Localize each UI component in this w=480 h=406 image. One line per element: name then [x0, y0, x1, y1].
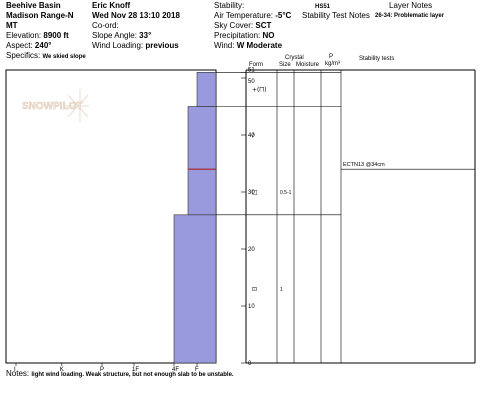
grain-form-symbol: □ — [252, 189, 258, 196]
snowpilot-logo: SNOWPILOT — [18, 87, 90, 125]
wind-label: Wind: — [214, 41, 235, 50]
p-header: P — [329, 54, 334, 60]
layer-row-content: +(⨅) / □ 0.5-1 ⊡ 1 ECTN13 @34cm — [252, 86, 475, 293]
observer-name: Eric Knoff — [92, 1, 131, 10]
size-header: Size — [279, 62, 291, 68]
specifics-label: Specifics: — [6, 51, 41, 60]
notes-label: Notes: — [6, 369, 30, 378]
observation-datetime: Wed Nov 28 13:10 2018 — [92, 11, 180, 20]
stability-label: Stability: — [214, 1, 245, 10]
grain-size-value: 0.5-1 — [280, 190, 292, 196]
height-tick-label: 30 — [248, 190, 255, 196]
height-tick-label: 20 — [248, 247, 255, 253]
air-temp-label: Air Temperature: — [214, 11, 273, 20]
state-name: MT — [6, 21, 18, 30]
height-tick-label: 50 — [248, 79, 255, 85]
density-header: kg/m³ — [325, 61, 340, 67]
hardness-tick-label: K — [60, 367, 64, 373]
wind-value: W Moderate — [236, 41, 283, 50]
hardness-tick-label: 4F — [172, 367, 179, 373]
range-name: Madison Range-N — [6, 11, 74, 20]
hardness-ticks: I K P 1F 4F F — [14, 363, 199, 373]
snow-layer-bar — [196, 72, 217, 107]
height-tick-label: 10 — [248, 304, 255, 310]
stability-test-result: ECTN13 @34cm — [343, 162, 385, 168]
location-name: Beehive Basin — [6, 1, 61, 10]
grain-form-symbol: +(⨅) — [252, 86, 267, 93]
elevation-label: Elevation: — [6, 31, 42, 40]
hardness-tick-label: 1F — [132, 367, 139, 373]
notes-text: light wind loading. Weak structure, but … — [31, 372, 234, 378]
precip-value: NO — [262, 31, 275, 40]
grain-form-symbol: / — [252, 132, 255, 139]
layer-row-lines — [216, 72, 341, 216]
form-header: Form — [249, 62, 263, 68]
elevation-value: 8900 ft — [43, 31, 69, 40]
crystal-header: Crystal — [285, 55, 304, 61]
layers-group — [173, 72, 217, 364]
layer-note: 26-34: Problematic layer — [375, 13, 445, 19]
height-tick-label: 0 — [248, 361, 252, 367]
wind-loading-label: Wind Loading: — [92, 41, 144, 50]
precip-label: Precipitation: — [214, 31, 261, 40]
hs-code: HS51 — [315, 4, 331, 10]
hardness-tick-label: F — [195, 367, 199, 373]
height-tick-label: 40 — [248, 133, 255, 139]
moisture-header: Moisture — [296, 62, 320, 68]
hardness-tick-label: P — [100, 367, 104, 373]
notes-row: Notes: light wind loading. Weak structur… — [6, 369, 234, 379]
slope-value: 33° — [139, 31, 152, 40]
svg-text:SNOWPILOT: SNOWPILOT — [22, 101, 83, 112]
aspect-label: Aspect: — [6, 41, 33, 50]
snow-layer-bar — [173, 214, 217, 364]
height-ticks: 5150403020100 — [241, 67, 255, 367]
specifics-value: We skied slope — [42, 54, 86, 60]
stability-test-notes-label: Stability Test Notes — [302, 11, 370, 20]
aspect-value: 240° — [34, 41, 52, 50]
grain-form-symbol: ⊡ — [252, 286, 257, 293]
slope-label: Slope Angle: — [92, 31, 137, 40]
air-temp-value: -5°C — [275, 11, 292, 20]
grain-size-value: 1 — [280, 287, 283, 293]
stability-tests-header: Stability tests — [359, 56, 395, 62]
snow-layer-bar — [187, 106, 217, 216]
sky-cover-label: Sky Cover: — [214, 21, 254, 30]
layer-notes-label: Layer Notes — [389, 1, 433, 10]
wind-loading-value: previous — [145, 41, 179, 50]
sky-cover-value: SCT — [255, 21, 272, 30]
coord-label: Co-ord: — [92, 21, 119, 30]
hardness-tick-label: I — [14, 367, 16, 373]
